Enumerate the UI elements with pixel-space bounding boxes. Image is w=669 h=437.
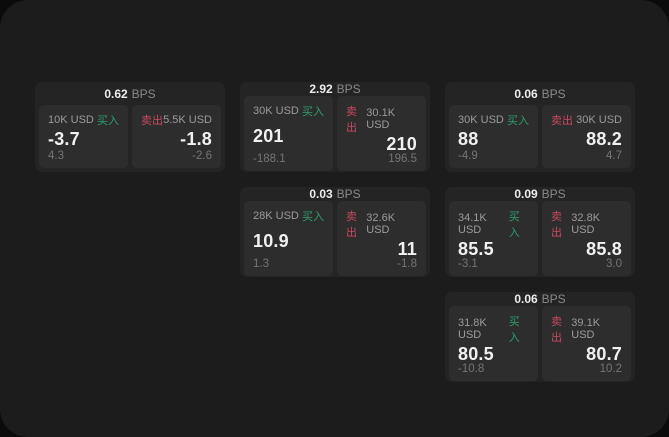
buy-label: 买入: [97, 115, 119, 127]
sell-amount: 5.5K USD: [163, 114, 212, 126]
sell-label: 卖出: [551, 115, 573, 127]
buy-label: 买入: [302, 106, 324, 118]
buy-quote-tile[interactable]: 28K USD 买入 10.9 1.3: [244, 201, 333, 276]
spread-card: 0.06 BPS 30K USD 买入 88 -4.9 卖出 30K USD: [445, 82, 635, 172]
spread-header: 0.09 BPS: [449, 187, 631, 201]
sell-amount: 32.8K USD: [571, 212, 601, 236]
buy-amount: 10K USD: [48, 114, 94, 126]
spread-card: 0.06 BPS 31.8K USD 买入 80.5 -10.8 卖出 39.1…: [445, 292, 635, 382]
spread-card: 0.03 BPS 28K USD 买入 10.9 1.3 卖出 32.6K US…: [240, 187, 430, 277]
spread-header: 0.62 BPS: [39, 82, 221, 105]
spread-header: 0.03 BPS: [244, 187, 426, 201]
buy-delta: -4.9: [458, 150, 478, 162]
buy-price: 88: [458, 129, 479, 149]
sell-delta: -1.8: [397, 258, 417, 270]
sell-delta: -2.6: [192, 150, 212, 162]
buy-delta: -10.8: [458, 363, 485, 375]
buy-amount: 30K USD: [253, 105, 299, 117]
sell-quote-tile[interactable]: 卖出 32.6K USD 11 -1.8: [337, 201, 426, 276]
buy-delta: 4.3: [48, 150, 64, 162]
buy-price: -3.7: [48, 129, 80, 149]
sell-delta: 10.2: [599, 363, 622, 375]
spread-bps-unit: BPS: [541, 292, 566, 306]
sell-price: 80.7: [586, 344, 622, 364]
sell-quote-tile[interactable]: 卖出 30K USD 88.2 4.7: [542, 105, 631, 168]
buy-quote-tile[interactable]: 30K USD 买入 201 -188.1: [244, 96, 333, 171]
buy-label: 买入: [508, 316, 520, 344]
sell-label: 卖出: [551, 211, 562, 239]
buy-quote-tile[interactable]: 31.8K USD 买入 80.5 -10.8: [449, 306, 538, 381]
spread-bps-value: 0.09: [514, 187, 538, 201]
buy-price: 201: [253, 126, 284, 146]
spread-header: 0.06 BPS: [449, 82, 631, 105]
spread-bps-value: 0.06: [514, 86, 538, 101]
sell-price: 11: [397, 239, 417, 259]
spread-bps-unit: BPS: [541, 187, 566, 201]
buy-amount: 31.8K USD: [458, 317, 487, 341]
sell-quote-tile[interactable]: 卖出 32.8K USD 85.8 3.0: [542, 201, 631, 276]
buy-delta: -188.1: [253, 153, 286, 165]
spread-bps-value: 0.03: [309, 187, 333, 201]
sell-delta: 4.7: [606, 150, 622, 162]
spread-card: 0.62 BPS 10K USD 买入 -3.7 4.3 卖出 5.5K USD: [35, 82, 225, 172]
buy-amount: 28K USD: [253, 210, 299, 222]
sell-label: 卖出: [346, 106, 357, 134]
spread-header: 0.06 BPS: [449, 292, 631, 306]
sell-price: -1.8: [180, 129, 212, 149]
buy-delta: -3.1: [458, 258, 478, 270]
sell-price: 88.2: [586, 129, 622, 149]
sell-price: 210: [386, 134, 417, 154]
sell-amount: 32.6K USD: [366, 212, 396, 236]
spread-bps-unit: BPS: [541, 86, 566, 101]
quote-card-grid: 0.62 BPS 10K USD 买入 -3.7 4.3 卖出 5.5K USD: [35, 82, 635, 382]
sell-label: 卖出: [551, 316, 562, 344]
buy-quote-tile[interactable]: 10K USD 买入 -3.7 4.3: [39, 105, 128, 168]
sell-label: 卖出: [346, 211, 357, 239]
spread-bps-value: 2.92: [309, 82, 333, 96]
sell-amount: 30K USD: [576, 114, 622, 126]
buy-price: 85.5: [458, 239, 494, 259]
sell-quote-tile[interactable]: 卖出 39.1K USD 80.7 10.2: [542, 306, 631, 381]
buy-quote-tile[interactable]: 34.1K USD 买入 85.5 -3.1: [449, 201, 538, 276]
buy-label: 买入: [508, 211, 520, 239]
sell-quote-tile[interactable]: 卖出 5.5K USD -1.8 -2.6: [132, 105, 221, 168]
sell-delta: 3.0: [606, 258, 622, 270]
sell-amount: 39.1K USD: [571, 317, 601, 341]
spread-bps-value: 0.06: [514, 292, 538, 306]
spread-bps-unit: BPS: [336, 82, 361, 96]
sell-amount: 30.1K USD: [366, 107, 396, 131]
spread-card: 0.09 BPS 34.1K USD 买入 85.5 -3.1 卖出 32.8K…: [445, 187, 635, 277]
sell-quote-tile[interactable]: 卖出 30.1K USD 210 196.5: [337, 96, 426, 171]
spread-header: 2.92 BPS: [244, 82, 426, 96]
buy-quote-tile[interactable]: 30K USD 买入 88 -4.9: [449, 105, 538, 168]
spread-bps-unit: BPS: [131, 86, 156, 101]
buy-amount: 30K USD: [458, 114, 504, 126]
buy-label: 买入: [302, 211, 324, 223]
sell-label: 卖出: [141, 115, 163, 127]
buy-price: 80.5: [458, 344, 494, 364]
spread-bps-value: 0.62: [104, 86, 128, 101]
buy-amount: 34.1K USD: [458, 212, 487, 236]
buy-delta: 1.3: [253, 258, 269, 270]
spread-card: 2.92 BPS 30K USD 买入 201 -188.1 卖出 30.1K …: [240, 82, 430, 172]
buy-label: 买入: [507, 115, 529, 127]
sell-price: 85.8: [586, 239, 622, 259]
sell-delta: 196.5: [388, 153, 417, 165]
spread-bps-unit: BPS: [336, 187, 361, 201]
buy-price: 10.9: [253, 231, 289, 251]
